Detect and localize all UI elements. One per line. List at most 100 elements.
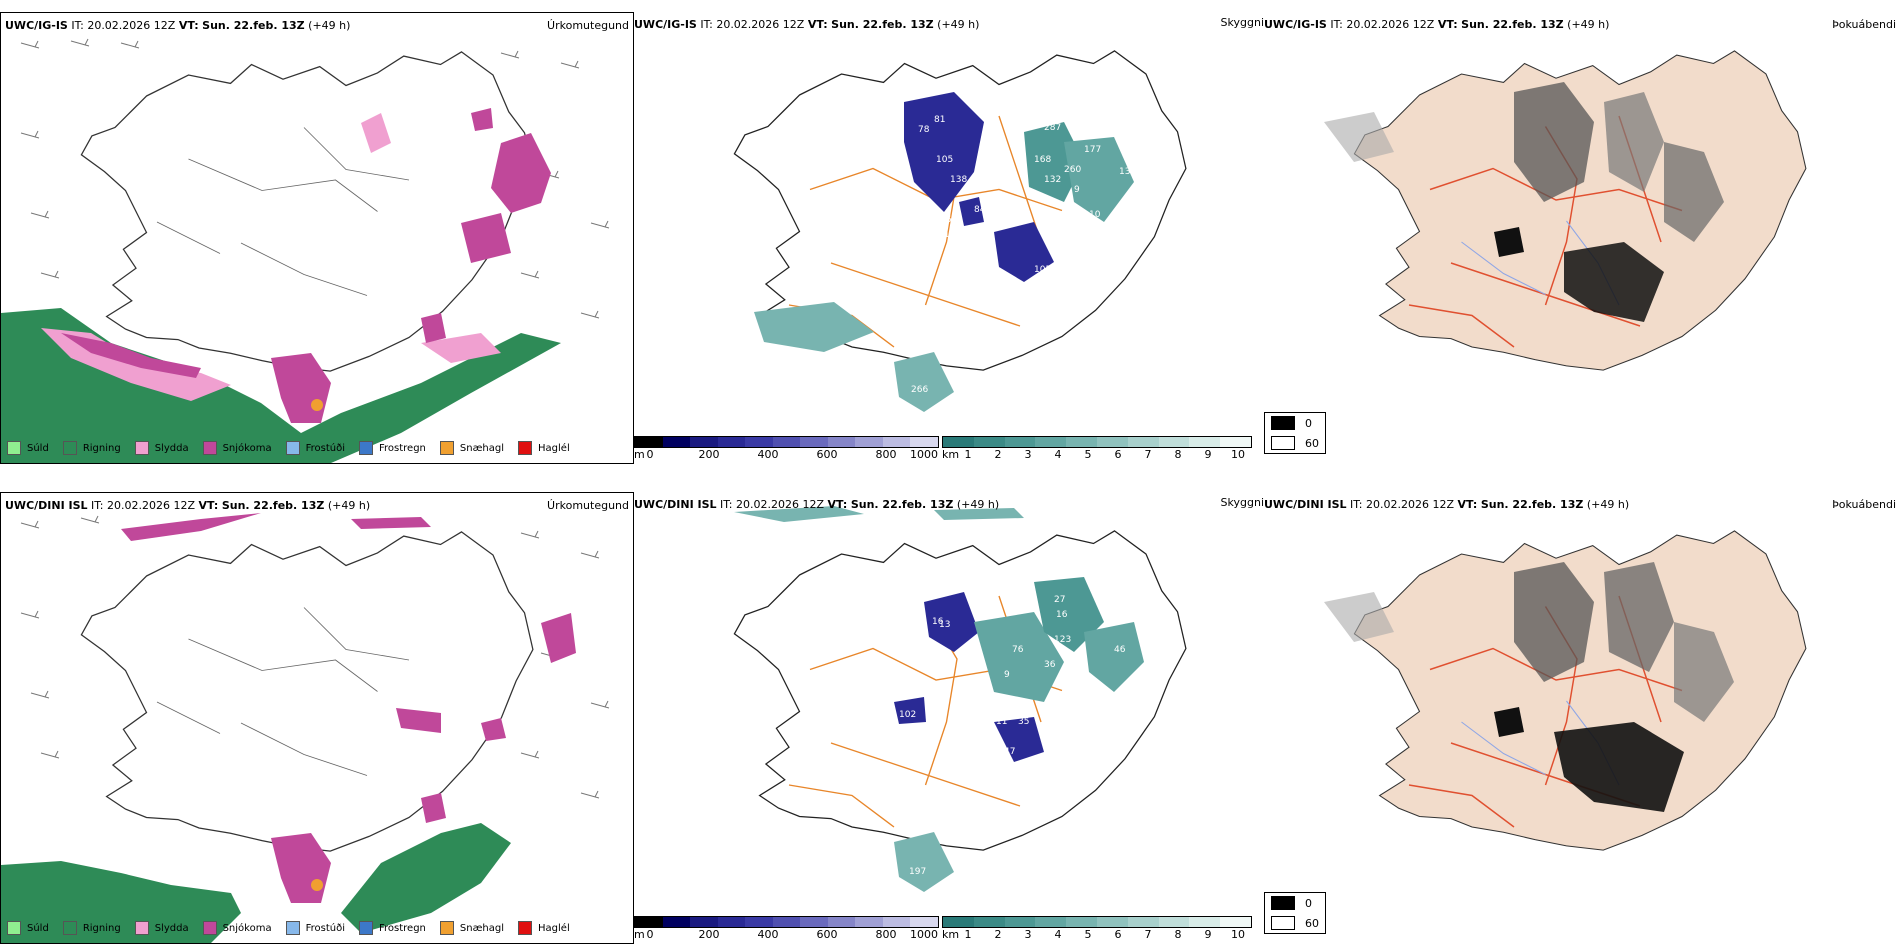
colorbar-cell [1096,917,1128,927]
colorbar-cell [943,437,974,447]
cbar-tick: 400 [757,928,779,941]
cbar-tick: 600 [816,448,838,461]
cbar-tick: 8 [1174,928,1182,941]
fog-legend-item: 0 [1265,413,1325,433]
cbar-tick: 800 [875,928,897,941]
precip-type-title: Úrkomutegund [547,19,629,32]
cloud-label: 35 [1018,717,1029,727]
legend-item: Haglél [518,441,570,455]
cbar-tick: 600 [816,928,838,941]
colorbar-cell [800,917,828,927]
value-labels: 27 16 13 123 76 36 46 9 68 102 56 15 11 … [899,595,1126,877]
colorbar-cell [910,437,939,447]
cbar-tick: 10 [1231,448,1245,461]
cloud-label: 109 [1059,245,1076,255]
value-labels: 78 81 105 138 168 287 98 132 260 177 137… [909,115,1136,395]
cbar-tick: 200 [698,448,720,461]
fog-indicator-panel-row1: UWC/IG-IS IT: 20.02.2026 12Z VT: Sun. 22… [1264,12,1900,464]
legend-item: Haglél [518,921,570,935]
colorbar-cell [690,437,718,447]
cloud-label: 78 [918,125,930,135]
cloud-label: 84 [974,205,986,215]
cbar-tick: 2 [994,448,1002,461]
precip-areas [1,513,576,943]
legend-item: Snjókoma [202,441,272,455]
cloud-visibility-map: 27 16 13 123 76 36 46 9 68 102 56 15 11 … [733,506,1187,892]
legend-item: Snæhagl [439,921,504,935]
colorbar-cell [635,917,663,927]
colorbar-cell [1004,917,1036,927]
colorbar-cell [1158,917,1190,927]
precip-legend: Súld Rigning Slydda Snjókoma Frostúði Fr… [7,441,584,455]
cloud-base-areas [734,506,1144,892]
colorbar-cell [1035,917,1067,927]
cloud-label: 197 [909,867,926,877]
cloud-label: 123 [1054,635,1071,645]
cloud-label: 47 [1004,747,1015,757]
cloud-visibility-panel-row1: 78 81 105 138 168 287 98 132 260 177 137… [634,12,1264,464]
legend-item: Slydda [134,441,189,455]
fog-legend-item: 0 [1265,893,1325,913]
cloud-label: 105 [1034,265,1051,275]
cbar-tick: 200 [698,928,720,941]
cloud-label: 76 [940,215,952,225]
cloud-label: 177 [1084,145,1101,155]
legend-item: Snjókoma [202,921,272,935]
cbar-tick: 1000 [910,928,938,941]
legend-item: Frostregn [359,441,426,455]
panel-title: UWC/IG-IS IT: 20.02.2026 12Z VT: Sun. 22… [1264,18,1610,31]
cbar-tick: 10 [1231,928,1245,941]
colorbar-cell [943,917,974,927]
colorbar-cell [855,917,883,927]
cloud-label: 81 [934,115,945,125]
cbar-tick: 6 [1114,928,1122,941]
cloud-label: 111 [944,230,961,240]
colorbar-cell [662,917,691,927]
cloud-label: 9 [1004,670,1010,680]
colorbar-cell [827,437,856,447]
fog-legend-item: 60 [1265,913,1325,933]
cbar-tick: 1 [964,448,972,461]
cloud-label: 76 [1012,645,1024,655]
legend-item: Rigning [62,441,121,455]
colorbar-cell [973,917,1005,927]
colorbar-cell [910,917,939,927]
legend-item: Frostúði [285,441,345,455]
colorbar-cell [973,437,1005,447]
cloud-label: 266 [911,385,928,395]
colorbar-cell [1096,437,1128,447]
cloud-label: 168 [1034,155,1051,165]
colorbar-cell [1127,437,1159,447]
precip-type-title: Úrkomutegund [547,499,629,512]
colorbar-cell [1189,437,1221,447]
colorbar-cell [1127,917,1159,927]
colorbar-cell [635,437,663,447]
visibility-colorbar: km 1 2 3 4 5 6 7 8 9 10 [942,436,1252,462]
colorbar-cell [827,917,856,927]
cloud-label: 68 [1064,680,1076,690]
legend-item: Frostregn [359,921,426,935]
colorbar-cell [1158,437,1190,447]
cloud-label: 98 [1089,125,1101,135]
colorbar-cell [1220,917,1251,927]
cloud-label: 12 [1079,720,1090,730]
cbar-tick: 0 [646,928,654,941]
fog-title: Þokuábendi [1832,18,1896,31]
colorbar-cell [882,437,911,447]
cbar-tick: 7 [1144,928,1152,941]
precip-type-map [1,38,610,463]
colorbar-cell [1004,437,1036,447]
colorbar-cell [1066,917,1097,927]
cloud-label: 11 [996,717,1007,727]
precip-type-map [1,513,610,943]
colorbar-cell [772,917,801,927]
cbar-tick: 9 [1204,928,1212,941]
wind-barbs [20,515,610,799]
colorbar-cell [745,917,773,927]
colorbar-cell [855,437,883,447]
fog-map [1324,530,1807,851]
cbar-tick: 5 [1084,448,1092,461]
cbar-tick: 1 [964,928,972,941]
cloud-label: 15 [962,717,973,727]
cbar-unit: m [634,448,645,461]
